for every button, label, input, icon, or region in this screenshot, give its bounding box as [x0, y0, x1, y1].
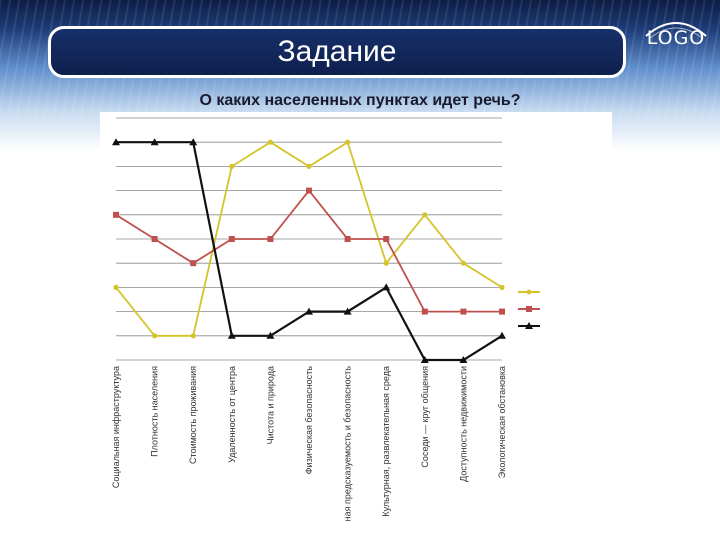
data-point — [151, 236, 158, 242]
data-point — [343, 307, 352, 315]
data-point — [499, 308, 505, 315]
x-tick-label: Экологическая обстановка — [497, 366, 507, 478]
data-point — [190, 260, 197, 267]
legend-marker — [525, 322, 533, 329]
slide-subtitle: О каких населенных пунктах идет речь? — [199, 92, 521, 109]
data-point — [345, 139, 351, 145]
data-point — [383, 260, 389, 266]
x-tick-label: Культурная, развлекательная среда — [381, 366, 391, 517]
x-tick-label: Доступность недвижимости — [458, 366, 468, 482]
chart-svg: Социальная инфраструктура Плотность насел… — [100, 112, 612, 537]
data-point — [227, 331, 236, 339]
data-point — [306, 163, 312, 169]
data-point — [189, 138, 198, 146]
logo-arc-icon — [645, 22, 707, 39]
data-point — [499, 284, 505, 290]
data-point — [459, 356, 468, 363]
x-tick-label: Чистота и природа — [265, 366, 275, 444]
x-tick-label: Соседи — круг общения — [420, 366, 430, 468]
data-point — [113, 211, 119, 218]
data-point — [305, 307, 313, 315]
data-point — [267, 236, 274, 242]
data-point — [112, 138, 120, 146]
x-tick-label: Личная предсказуемость и безопасность — [343, 366, 353, 522]
x-tick-label: Удаленность от центра — [227, 366, 237, 463]
logo-text: LOGO — [646, 27, 706, 49]
data-point — [344, 236, 351, 242]
data-point — [460, 308, 467, 315]
data-point — [152, 333, 158, 339]
data-point — [229, 163, 235, 169]
logo: LOGO — [638, 14, 714, 62]
data-point — [421, 308, 428, 315]
data-point — [498, 331, 506, 339]
data-point — [113, 284, 119, 290]
x-tick-label: Социальная инфраструктура — [111, 366, 121, 488]
legend-marker — [526, 289, 532, 295]
x-tick-label: Плотность населения — [150, 366, 160, 457]
data-point — [460, 260, 466, 266]
data-point — [383, 236, 390, 242]
x-tick-label: Физическая безопасность — [304, 366, 314, 475]
data-point — [228, 236, 235, 242]
data-point — [422, 212, 428, 218]
slide-title: Задание — [277, 35, 397, 68]
data-point — [382, 283, 391, 291]
x-tick-label: Стоимость проживания — [188, 366, 198, 464]
title-box: Задание — [48, 26, 626, 78]
data-point — [266, 331, 275, 339]
data-point — [190, 333, 196, 339]
data-point — [267, 139, 273, 145]
line-chart: Социальная инфраструктура Плотность насел… — [100, 112, 612, 537]
data-point — [150, 138, 159, 146]
data-point — [306, 187, 312, 194]
legend-marker — [526, 306, 532, 312]
data-point — [420, 356, 429, 363]
chart-background — [100, 112, 612, 522]
